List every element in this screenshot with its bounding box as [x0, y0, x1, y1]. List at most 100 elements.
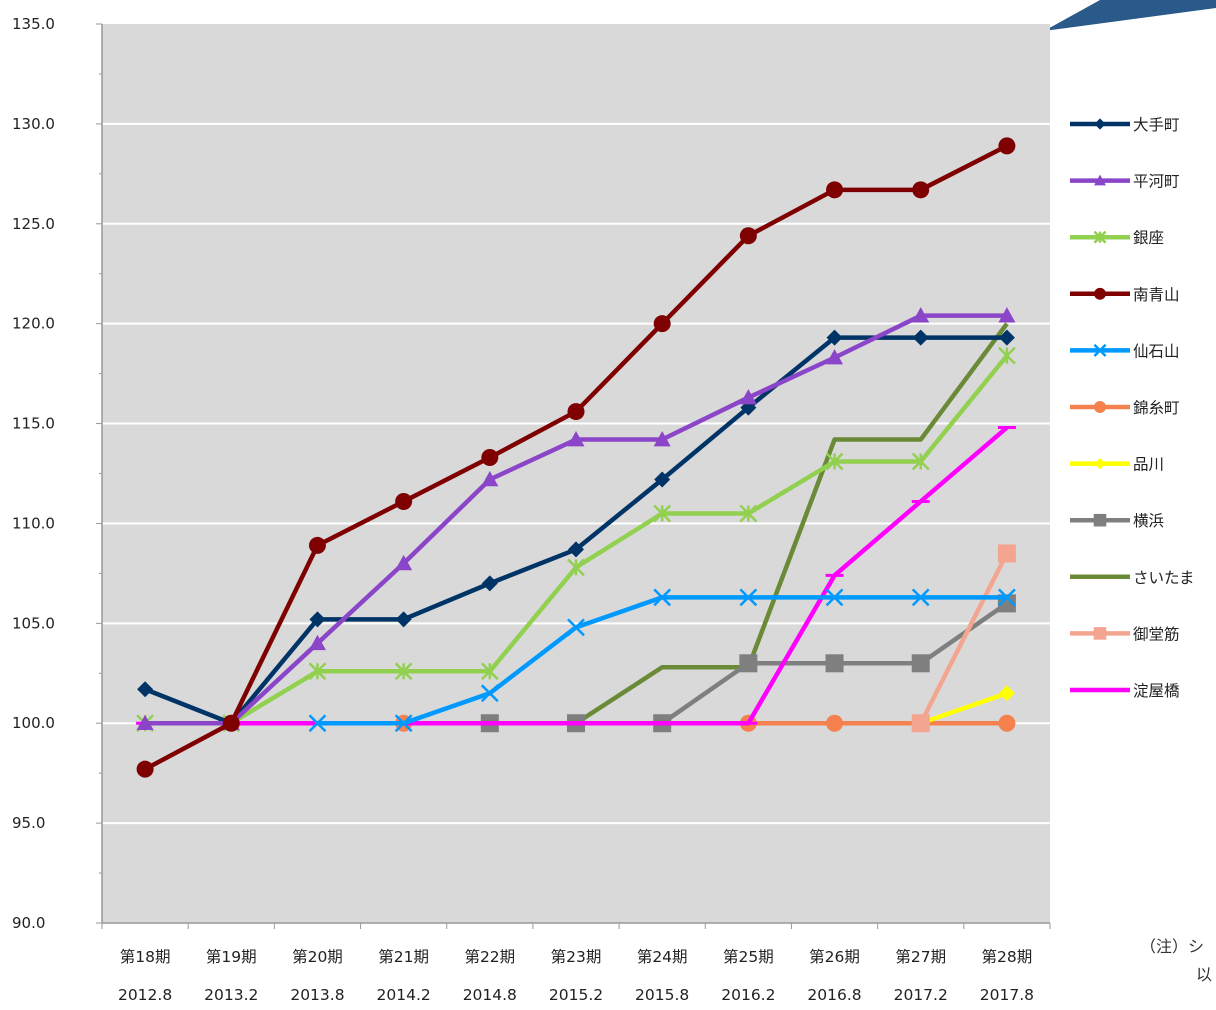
data-point — [394, 662, 413, 681]
x-tick-label: 第19期 — [206, 948, 257, 966]
legend-label: 錦糸町 — [1133, 399, 1180, 417]
data-point — [395, 554, 413, 571]
data-point — [912, 181, 930, 199]
legend-entry: 平河町 — [1070, 173, 1180, 191]
legend-label: 御堂筋 — [1133, 625, 1180, 643]
x-subtick-label: 2014.8 — [463, 986, 517, 1004]
y-tick-label: 115.0 — [12, 415, 55, 433]
x-tick-label: 第18期 — [120, 948, 171, 966]
note-line-2: 以 — [1196, 965, 1212, 984]
legend-entry: 仙石山 — [1070, 342, 1180, 360]
y-tick-label: 130.0 — [12, 115, 55, 133]
legend-entry: 大手町 — [1070, 116, 1180, 134]
data-point — [308, 714, 327, 733]
data-point — [568, 541, 584, 558]
data-point — [911, 588, 930, 607]
y-tick-label: 125.0 — [12, 215, 55, 233]
x-subtick-label: 2016.2 — [721, 986, 775, 1004]
data-point — [308, 634, 326, 651]
data-point — [998, 346, 1016, 365]
x-tick-label: 第20期 — [292, 948, 343, 966]
x-tick-label: 第23期 — [551, 948, 602, 966]
y-axis-ticks: 90.0 95.0 100.0 105.0 110.0 115.0 120.0 125.0 13… — [12, 15, 55, 932]
data-point — [911, 452, 930, 471]
y-tick-label: 135.0 — [12, 15, 55, 33]
y-tick-label: 95.0 — [12, 814, 45, 832]
data-point — [309, 611, 326, 628]
data-point — [308, 662, 327, 681]
legend-label: さいたま — [1133, 569, 1195, 587]
data-point — [1094, 174, 1106, 186]
data-point — [998, 714, 1016, 732]
data-point — [653, 431, 671, 447]
data-point — [826, 181, 844, 199]
corner-decoration — [1044, 0, 1216, 31]
data-point — [1093, 343, 1107, 357]
data-point — [567, 403, 585, 421]
data-point — [395, 492, 413, 510]
x-tick-label: 第25期 — [723, 948, 774, 966]
data-point — [739, 588, 758, 607]
series-line — [919, 691, 1008, 726]
series-lines — [136, 137, 1016, 778]
y-tick-label: 110.0 — [12, 514, 55, 532]
legend-label: 仙石山 — [1133, 342, 1180, 360]
data-point — [739, 227, 757, 245]
series-line — [918, 552, 1009, 725]
data-point — [826, 349, 844, 365]
data-point — [739, 389, 757, 405]
note-line-1: （注）シ — [1140, 937, 1204, 956]
data-point — [653, 504, 672, 523]
data-point — [654, 471, 671, 488]
data-point — [912, 329, 929, 346]
data-point — [137, 681, 154, 698]
plot-area — [102, 24, 1050, 923]
data-point — [480, 662, 499, 681]
x-tick-label: 第21期 — [378, 948, 429, 966]
data-point — [826, 714, 844, 732]
x-subtick-label: 2015.2 — [549, 986, 603, 1004]
x-subtick-label: 2014.2 — [377, 986, 431, 1004]
data-point — [481, 449, 499, 467]
legend-label: 南青山 — [1133, 286, 1180, 304]
data-point — [998, 137, 1016, 155]
legend-entry: 錦糸町 — [1070, 399, 1180, 417]
legend-label: 大手町 — [1133, 116, 1180, 134]
data-point — [481, 575, 498, 592]
data-point — [653, 315, 671, 333]
data-point — [998, 329, 1015, 346]
series-銀座 — [136, 346, 1016, 733]
series-御堂筋 — [911, 544, 1016, 733]
data-point — [998, 685, 1015, 702]
series-line — [574, 322, 1009, 726]
x-tick-label: 第22期 — [464, 948, 515, 966]
data-point — [825, 588, 844, 607]
data-point — [998, 588, 1016, 607]
data-point — [1093, 513, 1107, 527]
legend-label: 淀屋橋 — [1133, 682, 1180, 700]
legend-label: 平河町 — [1133, 173, 1180, 191]
x-subtick-label: 2017.2 — [894, 986, 948, 1004]
data-point — [395, 611, 412, 628]
data-point — [136, 760, 154, 778]
data-point — [222, 714, 240, 732]
x-subtick-label: 2017.8 — [980, 986, 1034, 1004]
legend-entry: 横浜 — [1070, 512, 1164, 530]
legend-entry: さいたま — [1070, 569, 1195, 587]
data-point — [826, 329, 843, 346]
x-subtick-label: 2015.8 — [635, 986, 689, 1004]
data-point — [567, 431, 585, 447]
legend-entry: 御堂筋 — [1070, 625, 1180, 643]
data-point — [1094, 118, 1106, 130]
x-tick-label: 第24期 — [637, 948, 688, 966]
series-さいたま — [574, 322, 1009, 726]
series-大手町 — [137, 329, 1015, 732]
legend-entry: 品川 — [1070, 456, 1164, 474]
data-point — [308, 536, 326, 554]
data-point — [912, 307, 930, 323]
series-仙石山 — [308, 588, 1016, 733]
axes — [96, 23, 1051, 929]
y-tick-label: 90.0 — [12, 914, 45, 932]
